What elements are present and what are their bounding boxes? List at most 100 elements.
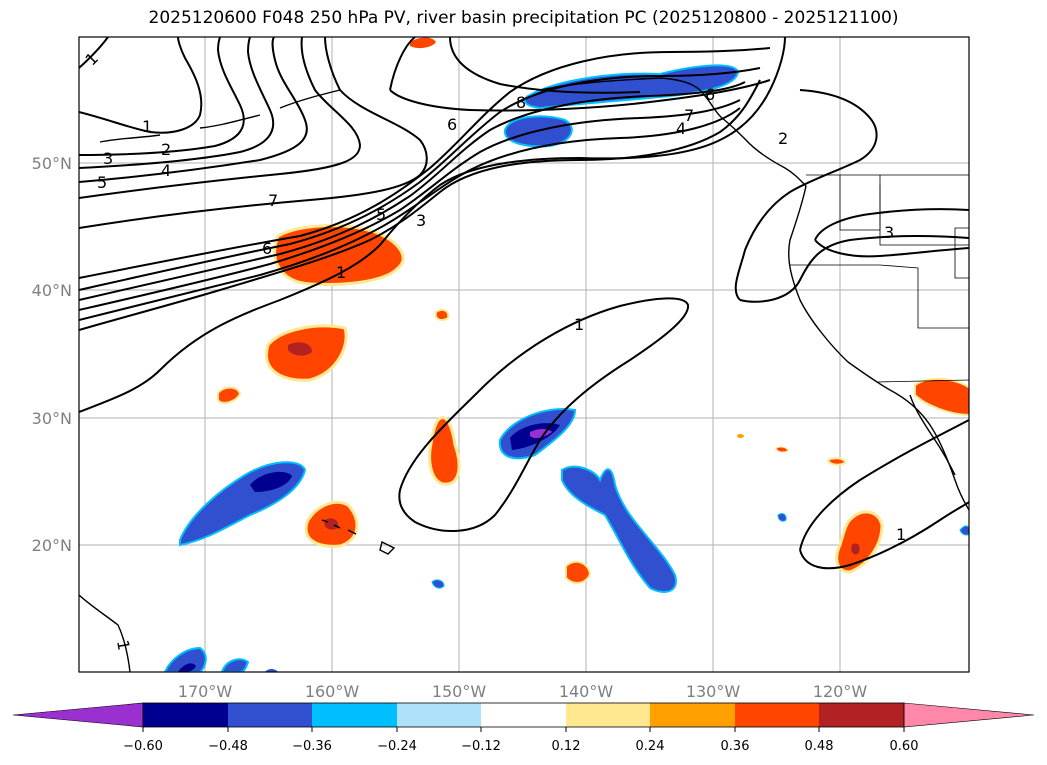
contour-label: 7 [684,106,694,125]
pv-contours [79,37,969,570]
colorbar-segment [143,703,228,727]
colorbar-tick-label: −0.24 [377,739,417,754]
lat-label: 40°N [32,281,72,300]
colorbar-segment [228,703,312,727]
contour-label: 6 [705,85,715,104]
colorbar-segment [481,703,566,727]
pv-contour [79,67,761,291]
colorbar-tick-label: 0.12 [552,739,581,754]
pv-contour [79,37,308,183]
colorbar-tick-label: −0.60 [123,739,163,754]
precip-neg-region [431,579,445,589]
colorbar-segment [312,703,397,727]
pv-contour [79,37,245,156]
contour-label: 1 [336,263,346,282]
precip-neg-region [561,465,677,593]
precip-neg-region [959,525,969,536]
contour-label: 6 [262,239,272,258]
colorbar-segment [903,702,1035,728]
contour-label: 5 [97,173,107,192]
contour-label: 2 [778,129,788,148]
pv-contour [79,37,275,169]
pv-contour [79,37,428,229]
precip-pos-region [775,446,789,453]
pv-contour [79,37,786,413]
pv-contour [79,37,203,134]
contour-label: 7 [268,191,278,210]
lon-label: 160°W [305,682,360,701]
colorbar-segment [819,703,904,727]
colorbar-segment [735,703,819,727]
colorbar-segment [12,702,144,728]
precip-neg-strong [178,663,196,672]
contour-label: 6 [447,115,457,134]
alaska-coast [539,77,807,187]
pv-contour [79,37,362,199]
colorbar-tick-label: 0.36 [721,739,750,754]
pv-contour [449,37,641,94]
contour-label: 1 [113,639,133,652]
bottom-left-coast [79,594,131,672]
lon-label: 170°W [178,682,233,701]
pv-contour [79,107,741,321]
precip-neg-region [265,669,278,672]
pv-contour [79,81,746,301]
lat-label: 30°N [32,409,72,428]
aleutians [99,89,341,143]
contour-label: 5 [376,205,386,224]
precip-pos-region [835,510,884,574]
latitude-labels: 50°N 40°N 30°N 20°N [32,154,72,555]
colorbar-segment [650,703,735,727]
colorbar-tick-label: 0.24 [636,739,665,754]
precip-pos-extreme [288,342,312,356]
contour-label: 3 [416,211,426,230]
precip-pos-region [217,386,242,404]
baja-coast [909,394,956,476]
precip-pos-extreme [851,543,860,555]
precip-neg-region [777,513,787,522]
lon-label: 120°W [813,682,868,701]
pv-contour [799,419,969,570]
lat-label: 50°N [32,154,72,173]
contour-label: 1 [574,315,584,334]
pv-contour [814,208,969,258]
colorbar-segment [397,703,481,727]
longitude-labels: 170°W 160°W 150°W 140°W 130°W 120°W [178,682,868,701]
lon-label: 140°W [559,682,614,701]
colorbar-segment [566,703,650,727]
contour-label: 1 [142,117,152,136]
colorbar-frame [142,702,905,728]
precip-pos-region [410,37,436,49]
contour-label: 1 [896,525,906,544]
pv-contour [79,99,741,311]
pv-contour [398,297,690,532]
contour-labels: 1 1 2 3 4 5 6 7 8 6 7 4 2 5 3 6 1 1 3 1 … [81,49,906,652]
lon-label: 130°W [686,682,741,701]
pv-contour [79,79,761,331]
pv-contour [389,37,771,112]
pv-contour [79,47,771,279]
colorbar-tick-label: −0.48 [208,739,248,754]
coastlines [79,77,969,672]
colorbar-tick-label: 0.60 [890,739,919,754]
borders [790,174,969,383]
colorbar-tick-label: −0.36 [292,739,332,754]
lon-label: 150°W [432,682,487,701]
precip-neg-strong [250,471,292,492]
precip-pos-region [737,433,744,439]
contour-label: 8 [516,93,526,112]
contour-label: 2 [161,140,171,159]
precip-pos-region [914,377,969,416]
colorbar-tick-label: −0.12 [461,739,501,754]
precip-pos-region [434,309,450,321]
hawaii-islands [321,519,396,555]
colorbar-tick-label: 0.48 [805,739,834,754]
contour-label: 4 [161,161,171,180]
map-frame [78,36,970,673]
na-coast [788,185,969,511]
pv-contour [734,89,969,303]
lat-label: 20°N [32,536,72,555]
contour-label: 3 [103,149,113,168]
colorbar: −0.60 −0.48 −0.36 −0.24 −0.12 0.12 0.24 … [12,702,1035,754]
